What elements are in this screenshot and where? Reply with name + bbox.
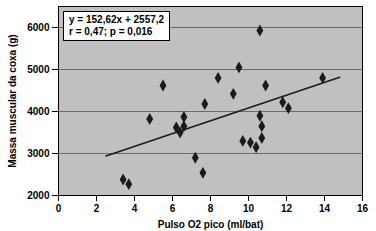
svg-text:2000: 2000 [27,190,50,201]
svg-text:Pulso O2 pico (ml/bat): Pulso O2 pico (ml/bat) [158,219,264,230]
svg-text:12: 12 [281,203,293,214]
svg-text:6000: 6000 [27,22,50,33]
html-text:r = 0,47; p = 0,016: r = 0,47; p = 0,016 [69,26,153,37]
html-text:y = 152,62x + 2557,2: y = 152,62x + 2557,2 [69,14,165,25]
svg-text:0: 0 [56,203,62,214]
svg-text:4: 4 [132,203,138,214]
svg-text:4000: 4000 [27,106,50,117]
svg-text:8: 8 [208,203,214,214]
svg-text:6: 6 [170,203,176,214]
svg-text:Massa muscular da coxa (g): Massa muscular da coxa (g) [7,34,18,167]
svg-text:10: 10 [243,203,255,214]
svg-text:2: 2 [94,203,100,214]
svg-text:3000: 3000 [27,148,50,159]
svg-text:14: 14 [319,203,331,214]
svg-text:16: 16 [357,203,369,214]
svg-text:5000: 5000 [27,64,50,75]
